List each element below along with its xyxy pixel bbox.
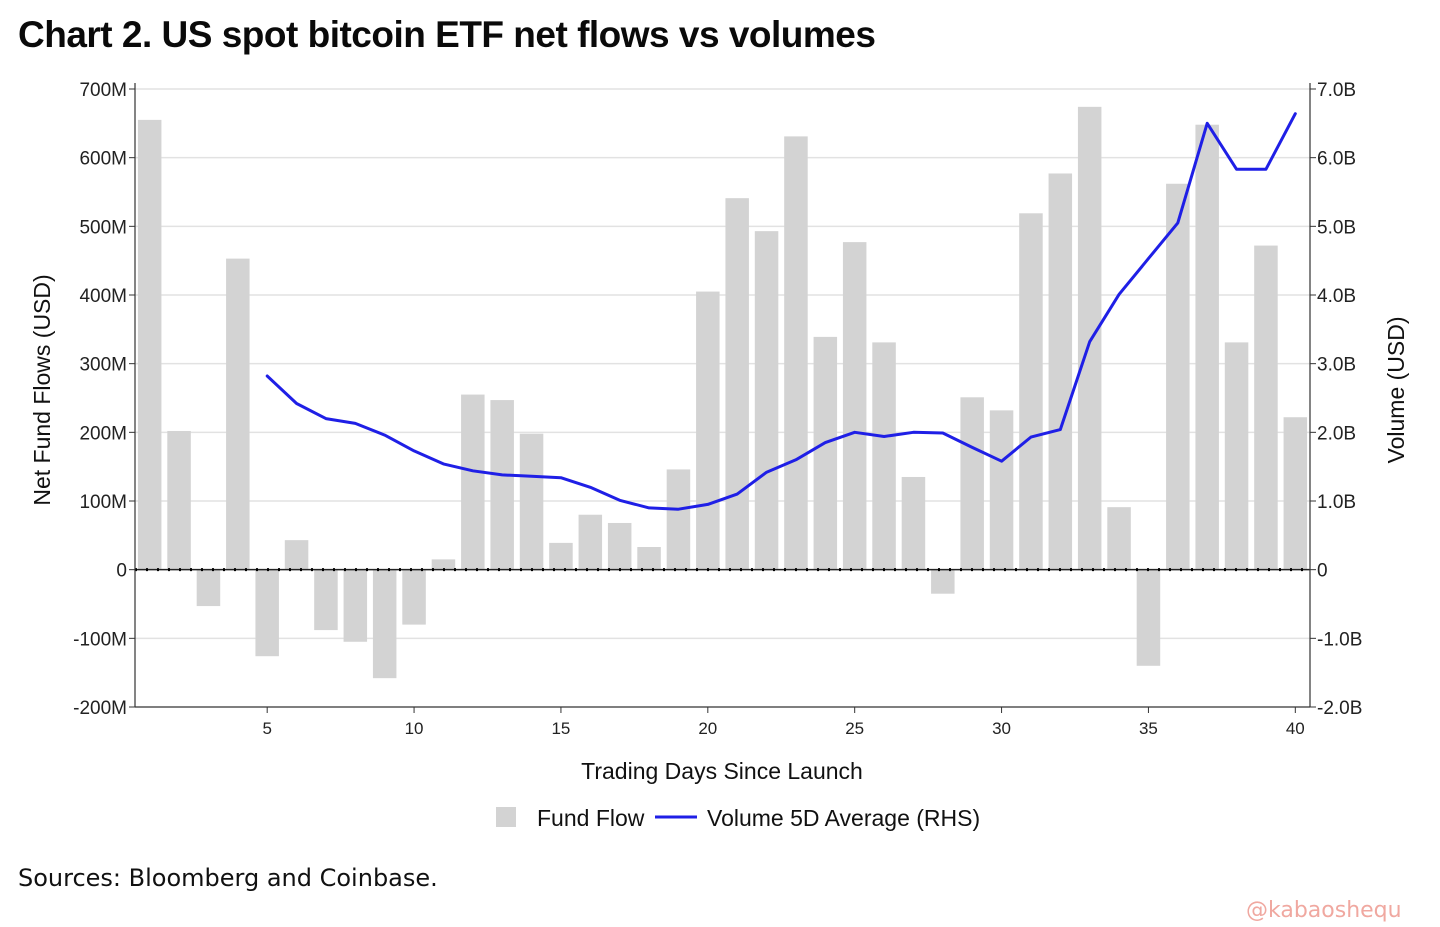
fund-flow-bar bbox=[637, 547, 661, 570]
fund-flow-bar bbox=[901, 476, 926, 570]
chart: 700M 600M 500M 400M 300M 200M 100M 0 -100M -200M 7… bbox=[29, 80, 1409, 831]
fund-flow-bar bbox=[255, 569, 279, 657]
source-note: Sources: Bloomberg and Coinbase. bbox=[18, 864, 438, 892]
fund-flow-bar bbox=[167, 430, 191, 570]
y-right-tick-label: 6.0B bbox=[1317, 149, 1356, 170]
fund-flow-bar bbox=[784, 136, 808, 570]
x-tick-label: 20 bbox=[698, 719, 717, 738]
y-left-tick-label: 600M bbox=[79, 149, 127, 170]
y-right-tick-label: -1.0B bbox=[1317, 629, 1362, 650]
fund-flow-bar bbox=[842, 242, 867, 570]
x-tick-label: 30 bbox=[992, 719, 1011, 738]
y-right-tick-label: 5.0B bbox=[1317, 217, 1356, 238]
y-left-tick-label: 200M bbox=[79, 423, 127, 444]
fund-flow-bar bbox=[578, 514, 603, 570]
volume-line-layer bbox=[265, 112, 1297, 511]
x-tick-label: 15 bbox=[551, 719, 570, 738]
axes bbox=[129, 83, 1316, 713]
fund-flow-bar bbox=[696, 291, 720, 570]
fund-flow-bars bbox=[137, 106, 1308, 679]
y-left-tick-label: 400M bbox=[79, 286, 127, 307]
y-left-tick-label: 300M bbox=[79, 355, 127, 376]
y-left-tick-label: -200M bbox=[73, 698, 127, 719]
tick-labels: 700M 600M 500M 400M 300M 200M 100M 0 -100M -200M 7… bbox=[73, 80, 1362, 738]
y-left-tick-label: 0 bbox=[116, 561, 127, 582]
fund-flow-bar bbox=[1136, 569, 1161, 666]
y-left-tick-label: 100M bbox=[79, 492, 127, 513]
x-tick-label: 10 bbox=[405, 719, 424, 738]
y-left-tick-label: -100M bbox=[73, 629, 127, 650]
fund-flow-bar bbox=[1019, 213, 1043, 570]
fund-flow-bar bbox=[813, 336, 838, 570]
legend-fund-flow-label: Fund Flow bbox=[537, 805, 645, 831]
y-right-tick-label: 4.0B bbox=[1317, 286, 1356, 307]
fund-flow-bar bbox=[1254, 245, 1278, 570]
fund-flow-bar bbox=[1107, 507, 1131, 570]
y-right-tick-label: 0 bbox=[1317, 561, 1328, 582]
fund-flow-bar bbox=[431, 559, 456, 570]
fund-flow-bar bbox=[1166, 183, 1190, 570]
chart-title: Chart 2. US spot bitcoin ETF net flows v… bbox=[18, 14, 876, 55]
fund-flow-bar bbox=[549, 542, 573, 570]
y-right-tick-label: 2.0B bbox=[1317, 423, 1356, 444]
fund-flow-bar bbox=[196, 569, 221, 607]
fund-flow-bar bbox=[960, 397, 984, 570]
y-right-tick-label: 1.0B bbox=[1317, 492, 1356, 513]
fund-flow-bar bbox=[872, 342, 896, 570]
fund-flow-bar bbox=[372, 569, 397, 679]
fund-flow-bar bbox=[931, 569, 955, 594]
legend-volume-label: Volume 5D Average (RHS) bbox=[707, 805, 980, 831]
fund-flow-bar bbox=[137, 119, 162, 570]
fund-flow-bar bbox=[666, 469, 691, 570]
y-right-tick-label: 3.0B bbox=[1317, 355, 1356, 376]
y-left-tick-label: 500M bbox=[79, 217, 127, 238]
watermark: @kabaoshequ bbox=[1246, 898, 1402, 923]
legend: Fund Flow Volume 5D Average (RHS) bbox=[496, 805, 980, 831]
x-axis-title: Trading Days Since Launch bbox=[581, 758, 863, 784]
fund-flow-bar bbox=[343, 569, 368, 642]
fund-flow-bar bbox=[1224, 342, 1249, 570]
fund-flow-bar bbox=[1077, 106, 1102, 570]
gridlines bbox=[135, 88, 1310, 640]
y-right-axis-title: Volume (USD) bbox=[1383, 317, 1409, 464]
x-tick-label: 35 bbox=[1139, 719, 1158, 738]
y-left-axis-title: Net Fund Flows (USD) bbox=[29, 274, 55, 505]
y-right-tick-label: -2.0B bbox=[1317, 698, 1362, 719]
legend-fund-flow-swatch bbox=[496, 807, 516, 827]
fund-flow-bar bbox=[284, 540, 309, 570]
fund-flow-bar bbox=[989, 410, 1014, 570]
x-tick-label: 25 bbox=[845, 719, 864, 738]
fund-flow-bar bbox=[402, 569, 426, 625]
fund-flow-bar bbox=[754, 231, 779, 570]
fund-flow-bar bbox=[1195, 124, 1219, 570]
fund-flow-bar bbox=[519, 433, 544, 570]
fund-flow-bar bbox=[461, 394, 485, 570]
y-right-tick-label: 7.0B bbox=[1317, 80, 1356, 101]
fund-flow-bar bbox=[490, 400, 514, 570]
fund-flow-bar bbox=[1048, 173, 1073, 570]
fund-flow-bar bbox=[314, 569, 338, 631]
fund-flow-bar bbox=[607, 522, 632, 570]
fund-flow-bar bbox=[725, 198, 749, 570]
y-left-tick-label: 700M bbox=[79, 80, 127, 101]
volume-5d-average-line bbox=[265, 112, 1297, 511]
fund-flow-bar bbox=[226, 258, 250, 570]
x-tick-label: 40 bbox=[1286, 719, 1305, 738]
x-tick-label: 5 bbox=[262, 719, 271, 738]
fund-flow-bar bbox=[1283, 417, 1308, 570]
